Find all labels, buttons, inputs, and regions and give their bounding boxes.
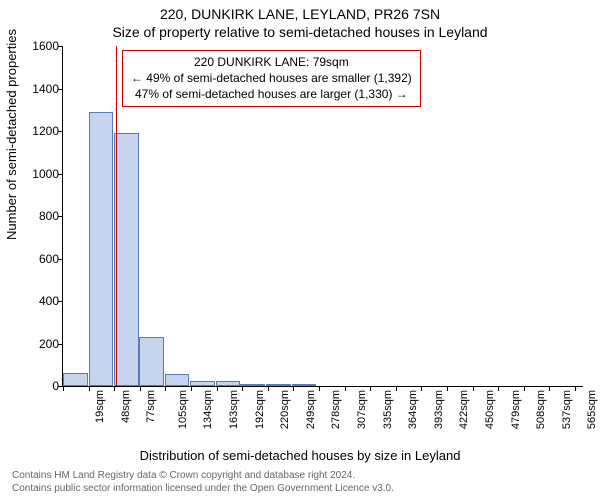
x-tick-mark xyxy=(140,386,141,391)
bar xyxy=(292,384,317,386)
x-tick-mark xyxy=(293,386,294,391)
x-tick-label: 508sqm xyxy=(535,390,547,429)
x-tick-label: 422sqm xyxy=(459,390,471,429)
y-axis-label: Number of semi-detached properties xyxy=(4,29,19,240)
chart-title-line2: Size of property relative to semi-detach… xyxy=(0,24,600,40)
y-tick-label: 1000 xyxy=(21,167,59,181)
y-tick-mark xyxy=(58,259,63,260)
x-tick-label: 393sqm xyxy=(433,390,445,429)
y-tick-mark xyxy=(58,89,63,90)
x-tick-label: 450sqm xyxy=(484,390,496,429)
footer-line2: Contains public sector information licen… xyxy=(12,483,394,496)
legend-line-2: ← 49% of semi-detached houses are smalle… xyxy=(131,70,412,86)
bar xyxy=(139,337,164,386)
plot-area: 0200400600800100012001400160019sqm48sqm7… xyxy=(62,46,583,387)
x-tick-mark xyxy=(396,386,397,391)
chart-title-line1: 220, DUNKIRK LANE, LEYLAND, PR26 7SN xyxy=(0,6,600,22)
x-tick-label: 19sqm xyxy=(94,390,106,423)
bar xyxy=(266,384,291,386)
x-tick-mark xyxy=(345,386,346,391)
x-tick-mark xyxy=(319,386,320,391)
x-tick-label: 537sqm xyxy=(561,390,573,429)
y-tick-label: 1600 xyxy=(21,39,59,53)
x-tick-mark xyxy=(89,386,90,391)
y-tick-label: 400 xyxy=(21,294,59,308)
y-tick-mark xyxy=(58,301,63,302)
bar xyxy=(216,381,241,386)
x-tick-label: 249sqm xyxy=(305,390,317,429)
x-tick-label: 134sqm xyxy=(203,390,215,429)
y-tick-label: 1400 xyxy=(21,82,59,96)
x-tick-mark xyxy=(498,386,499,391)
x-axis-label: Distribution of semi-detached houses by … xyxy=(0,448,600,463)
x-tick-mark xyxy=(191,386,192,391)
x-tick-label: 77sqm xyxy=(145,390,157,423)
chart-container: 220, DUNKIRK LANE, LEYLAND, PR26 7SN Siz… xyxy=(0,0,600,500)
bar xyxy=(240,384,265,386)
x-tick-mark xyxy=(524,386,525,391)
x-tick-label: 565sqm xyxy=(587,390,599,429)
x-tick-mark xyxy=(421,386,422,391)
bar xyxy=(63,373,88,386)
y-tick-label: 600 xyxy=(21,252,59,266)
marker-line xyxy=(116,46,117,386)
x-tick-mark xyxy=(165,386,166,391)
footer-credits: Contains HM Land Registry data © Crown c… xyxy=(12,470,394,495)
x-tick-label: 163sqm xyxy=(228,390,240,429)
y-tick-mark xyxy=(58,216,63,217)
legend-box: 220 DUNKIRK LANE: 79sqm← 49% of semi-det… xyxy=(122,50,421,107)
x-tick-mark xyxy=(217,386,218,391)
x-tick-label: 307sqm xyxy=(356,390,368,429)
y-tick-label: 1200 xyxy=(21,124,59,138)
bar xyxy=(89,112,114,386)
y-tick-label: 800 xyxy=(21,209,59,223)
y-tick-label: 200 xyxy=(21,337,59,351)
x-tick-label: 479sqm xyxy=(510,390,522,429)
x-tick-label: 364sqm xyxy=(407,390,419,429)
y-tick-mark xyxy=(58,131,63,132)
x-tick-label: 192sqm xyxy=(254,390,266,429)
bar xyxy=(165,374,190,386)
y-tick-mark xyxy=(58,174,63,175)
x-tick-mark xyxy=(268,386,269,391)
x-tick-label: 278sqm xyxy=(331,390,343,429)
x-tick-label: 335sqm xyxy=(382,390,394,429)
x-tick-mark xyxy=(549,386,550,391)
y-tick-label: 0 xyxy=(21,379,59,393)
x-tick-mark xyxy=(575,386,576,391)
x-tick-mark xyxy=(473,386,474,391)
x-tick-mark xyxy=(242,386,243,391)
footer-line1: Contains HM Land Registry data © Crown c… xyxy=(12,470,394,483)
y-tick-mark xyxy=(58,344,63,345)
x-tick-mark xyxy=(114,386,115,391)
legend-line-1: 220 DUNKIRK LANE: 79sqm xyxy=(131,54,412,70)
legend-line-3: 47% of semi-detached houses are larger (… xyxy=(131,86,412,102)
x-tick-mark xyxy=(63,386,64,391)
bar xyxy=(114,133,139,386)
x-tick-mark xyxy=(447,386,448,391)
bar xyxy=(190,381,215,386)
x-tick-label: 105sqm xyxy=(177,390,189,429)
x-tick-mark xyxy=(370,386,371,391)
x-tick-label: 48sqm xyxy=(120,390,132,423)
y-tick-mark xyxy=(58,46,63,47)
x-tick-label: 220sqm xyxy=(279,390,291,429)
